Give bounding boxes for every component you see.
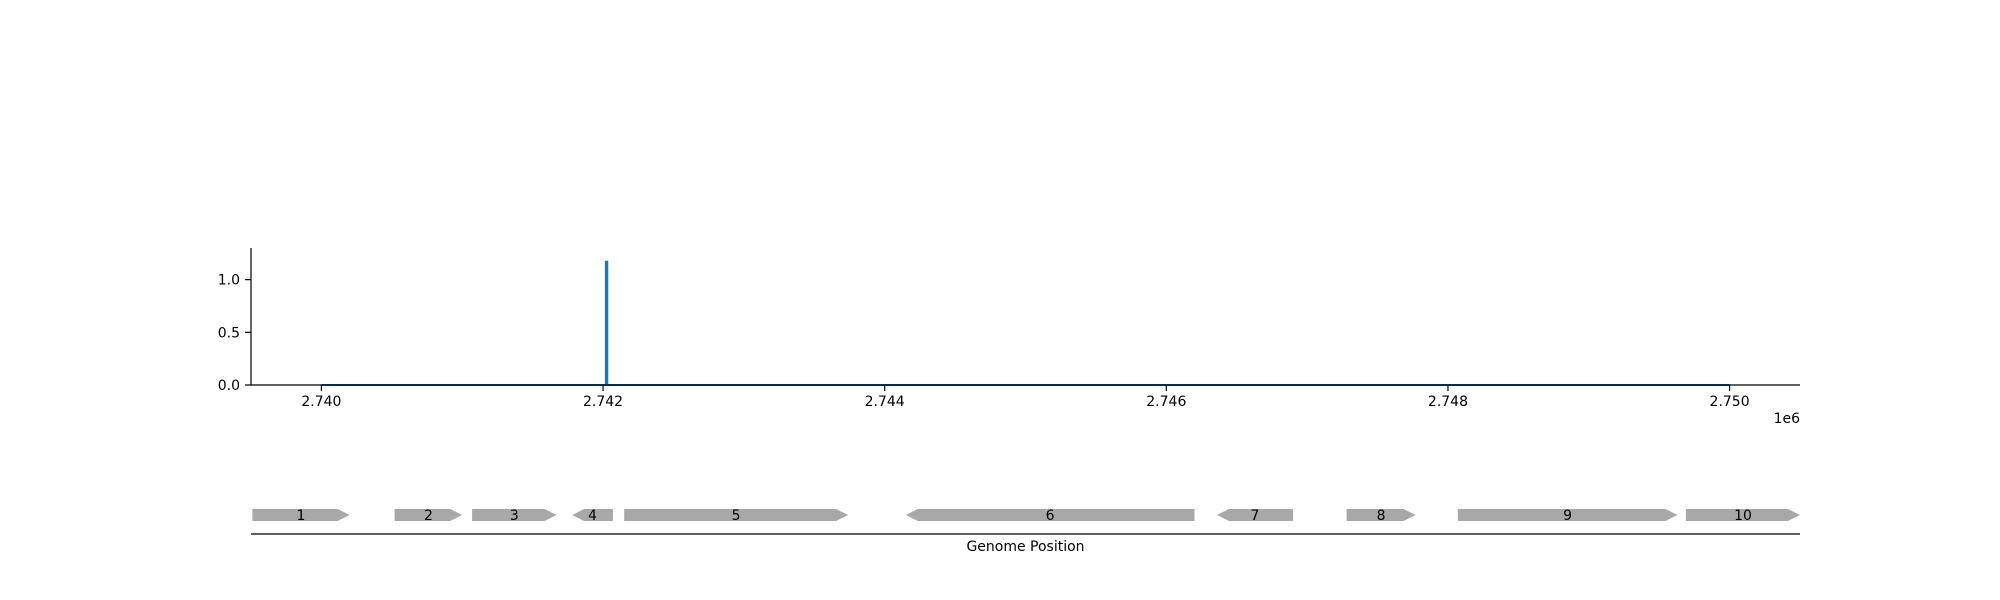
series-line <box>321 260 1730 386</box>
gene-label: 7 <box>1251 508 1260 524</box>
gene-label: 3 <box>510 508 519 524</box>
gene-label: 6 <box>1046 508 1055 524</box>
gene-arrow <box>1346 509 1416 521</box>
gene-arrows: 1 2 3 4 5 6 7 8 9 10 <box>252 508 1800 524</box>
gene-arrow <box>1457 509 1678 521</box>
gene-arrow <box>624 509 849 521</box>
gene-label: 5 <box>732 508 741 524</box>
gene-arrow <box>1217 509 1294 521</box>
x-tick-label: 2.746 <box>1146 394 1186 410</box>
gene-arrow <box>1685 509 1800 521</box>
gene-arrow <box>572 509 613 521</box>
gene-label: 1 <box>297 508 306 524</box>
x-tick-label: 2.742 <box>583 394 623 410</box>
gene-track: 1 2 3 4 5 6 7 8 9 10 Genome Position <box>251 508 1800 555</box>
y-tick-label: 1.0 <box>218 273 240 289</box>
x-tick-label: 2.750 <box>1710 394 1750 410</box>
y-axis-ticks: 0.0 0.5 1.0 <box>218 273 251 394</box>
y-tick-label: 0.0 <box>218 378 240 394</box>
y-tick-label: 0.5 <box>218 325 240 341</box>
gene-arrow <box>905 509 1195 521</box>
gene-label: 4 <box>588 508 597 524</box>
x-axis-offset-label: 1e6 <box>1774 411 1801 427</box>
signal-chart: 0.0 0.5 1.0 2.740 2.742 2.744 2.746 2.748 2.750… <box>218 248 1800 427</box>
gene-arrow <box>394 509 463 521</box>
gene-label: 9 <box>1563 508 1572 524</box>
gene-arrow <box>472 509 557 521</box>
x-axis-ticks: 2.740 2.742 2.744 2.746 2.748 2.750 <box>301 385 1750 410</box>
gene-track-xlabel: Genome Position <box>966 539 1084 555</box>
gene-label: 8 <box>1377 508 1386 524</box>
gene-arrow <box>252 509 350 521</box>
x-tick-label: 2.748 <box>1428 394 1468 410</box>
x-tick-label: 2.740 <box>301 394 341 410</box>
gene-label: 10 <box>1734 508 1752 524</box>
gene-label: 2 <box>424 508 433 524</box>
x-tick-label: 2.744 <box>865 394 905 410</box>
